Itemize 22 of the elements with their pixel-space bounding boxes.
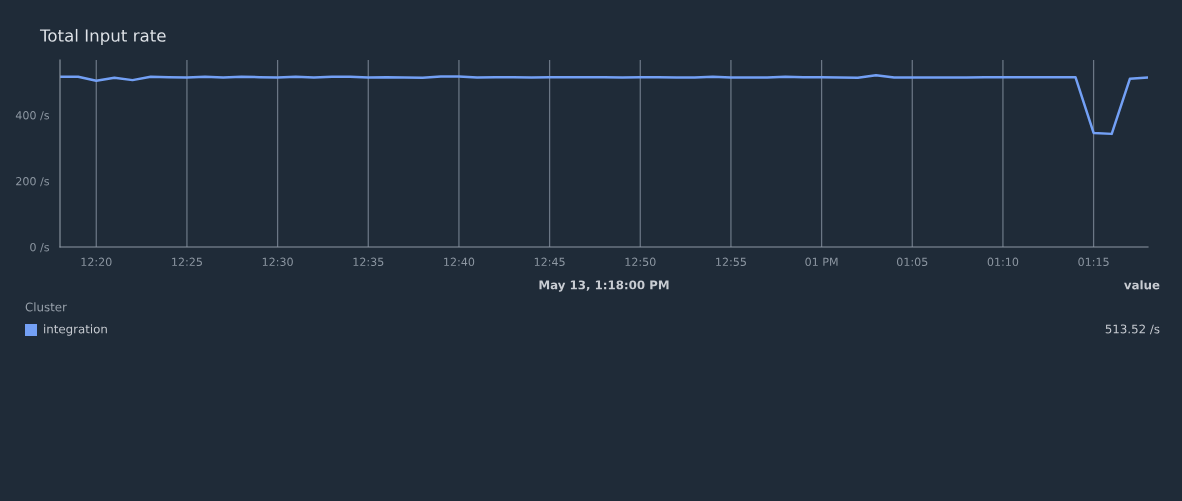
x-tick-label: 12:35 xyxy=(353,257,384,267)
y-tick-label: 400 /s xyxy=(15,111,50,121)
x-tick-label: 12:45 xyxy=(534,257,565,267)
x-tick-label: 12:50 xyxy=(625,257,656,267)
x-tick-label: 12:40 xyxy=(444,257,475,267)
x-tick-label: 12:55 xyxy=(716,257,746,267)
text: value xyxy=(1124,280,1160,290)
x-tick-label: 12:25 xyxy=(172,257,202,267)
x-tick-label: 01:10 xyxy=(987,257,1019,267)
text: May 13, 1:18:00 PM xyxy=(539,280,669,292)
line-series xyxy=(60,73,1148,136)
legend-label: integration xyxy=(44,324,107,336)
x-tick-label: 01 PM xyxy=(805,257,838,267)
y-tick-label: 200 /s xyxy=(16,177,50,187)
legend-title: Cluster xyxy=(25,302,67,312)
x-tick-label: 01:05 xyxy=(896,257,928,267)
y-tick-label: 0 /s xyxy=(30,242,50,253)
chart-title: Total Input rate xyxy=(39,28,166,46)
x-tick-label: 12:20 xyxy=(81,257,112,267)
x-tick-label: 12:30 xyxy=(262,257,293,267)
text: 513.52 /s xyxy=(1105,324,1160,335)
x-tick-label: 01:15 xyxy=(1078,257,1109,267)
